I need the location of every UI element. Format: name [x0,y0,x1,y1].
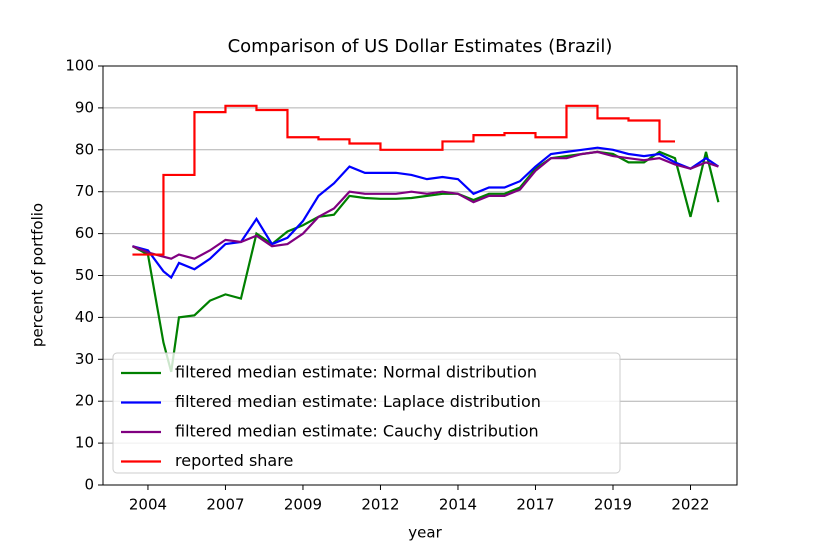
y-tick-label: 30 [75,350,94,368]
y-tick-label: 60 [75,224,94,242]
y-tick-label: 20 [75,392,94,410]
series-line [132,150,719,260]
series-line [132,104,675,256]
y-tick-label: 10 [75,434,94,452]
plot-frame [102,65,738,486]
y-tick-label: 0 [84,476,94,494]
y-tick-label: 80 [75,140,94,158]
x-tick-label: 2017 [516,496,554,514]
x-tick-label: 2022 [671,496,709,514]
series-line [132,146,720,280]
legend-label: filtered median estimate: Cauchy distrib… [175,422,539,441]
y-tick-label: 40 [75,308,94,326]
legend-label: filtered median estimate: Normal distrib… [175,363,537,382]
y-tick-label: 90 [75,98,94,116]
legend-label: filtered median estimate: Laplace distri… [175,392,541,411]
legend-label: reported share [175,451,293,470]
x-tick-label: 2019 [594,496,632,514]
y-tick-label: 70 [75,182,94,200]
x-axis-label: year [408,524,442,542]
x-tick-label: 2004 [129,496,167,514]
series-line [131,150,720,373]
x-tick-label: 2012 [361,496,399,514]
x-tick-label: 2007 [206,496,244,514]
y-tick-label: 100 [65,57,94,75]
x-tick-label: 2009 [284,496,322,514]
x-tick-label: 2014 [439,496,477,514]
y-tick-label: 50 [75,266,94,284]
chart-title: Comparison of US Dollar Estimates (Brazi… [228,36,613,57]
y-axis-label: percent of portfolio [29,203,47,347]
legend-box [112,352,621,474]
